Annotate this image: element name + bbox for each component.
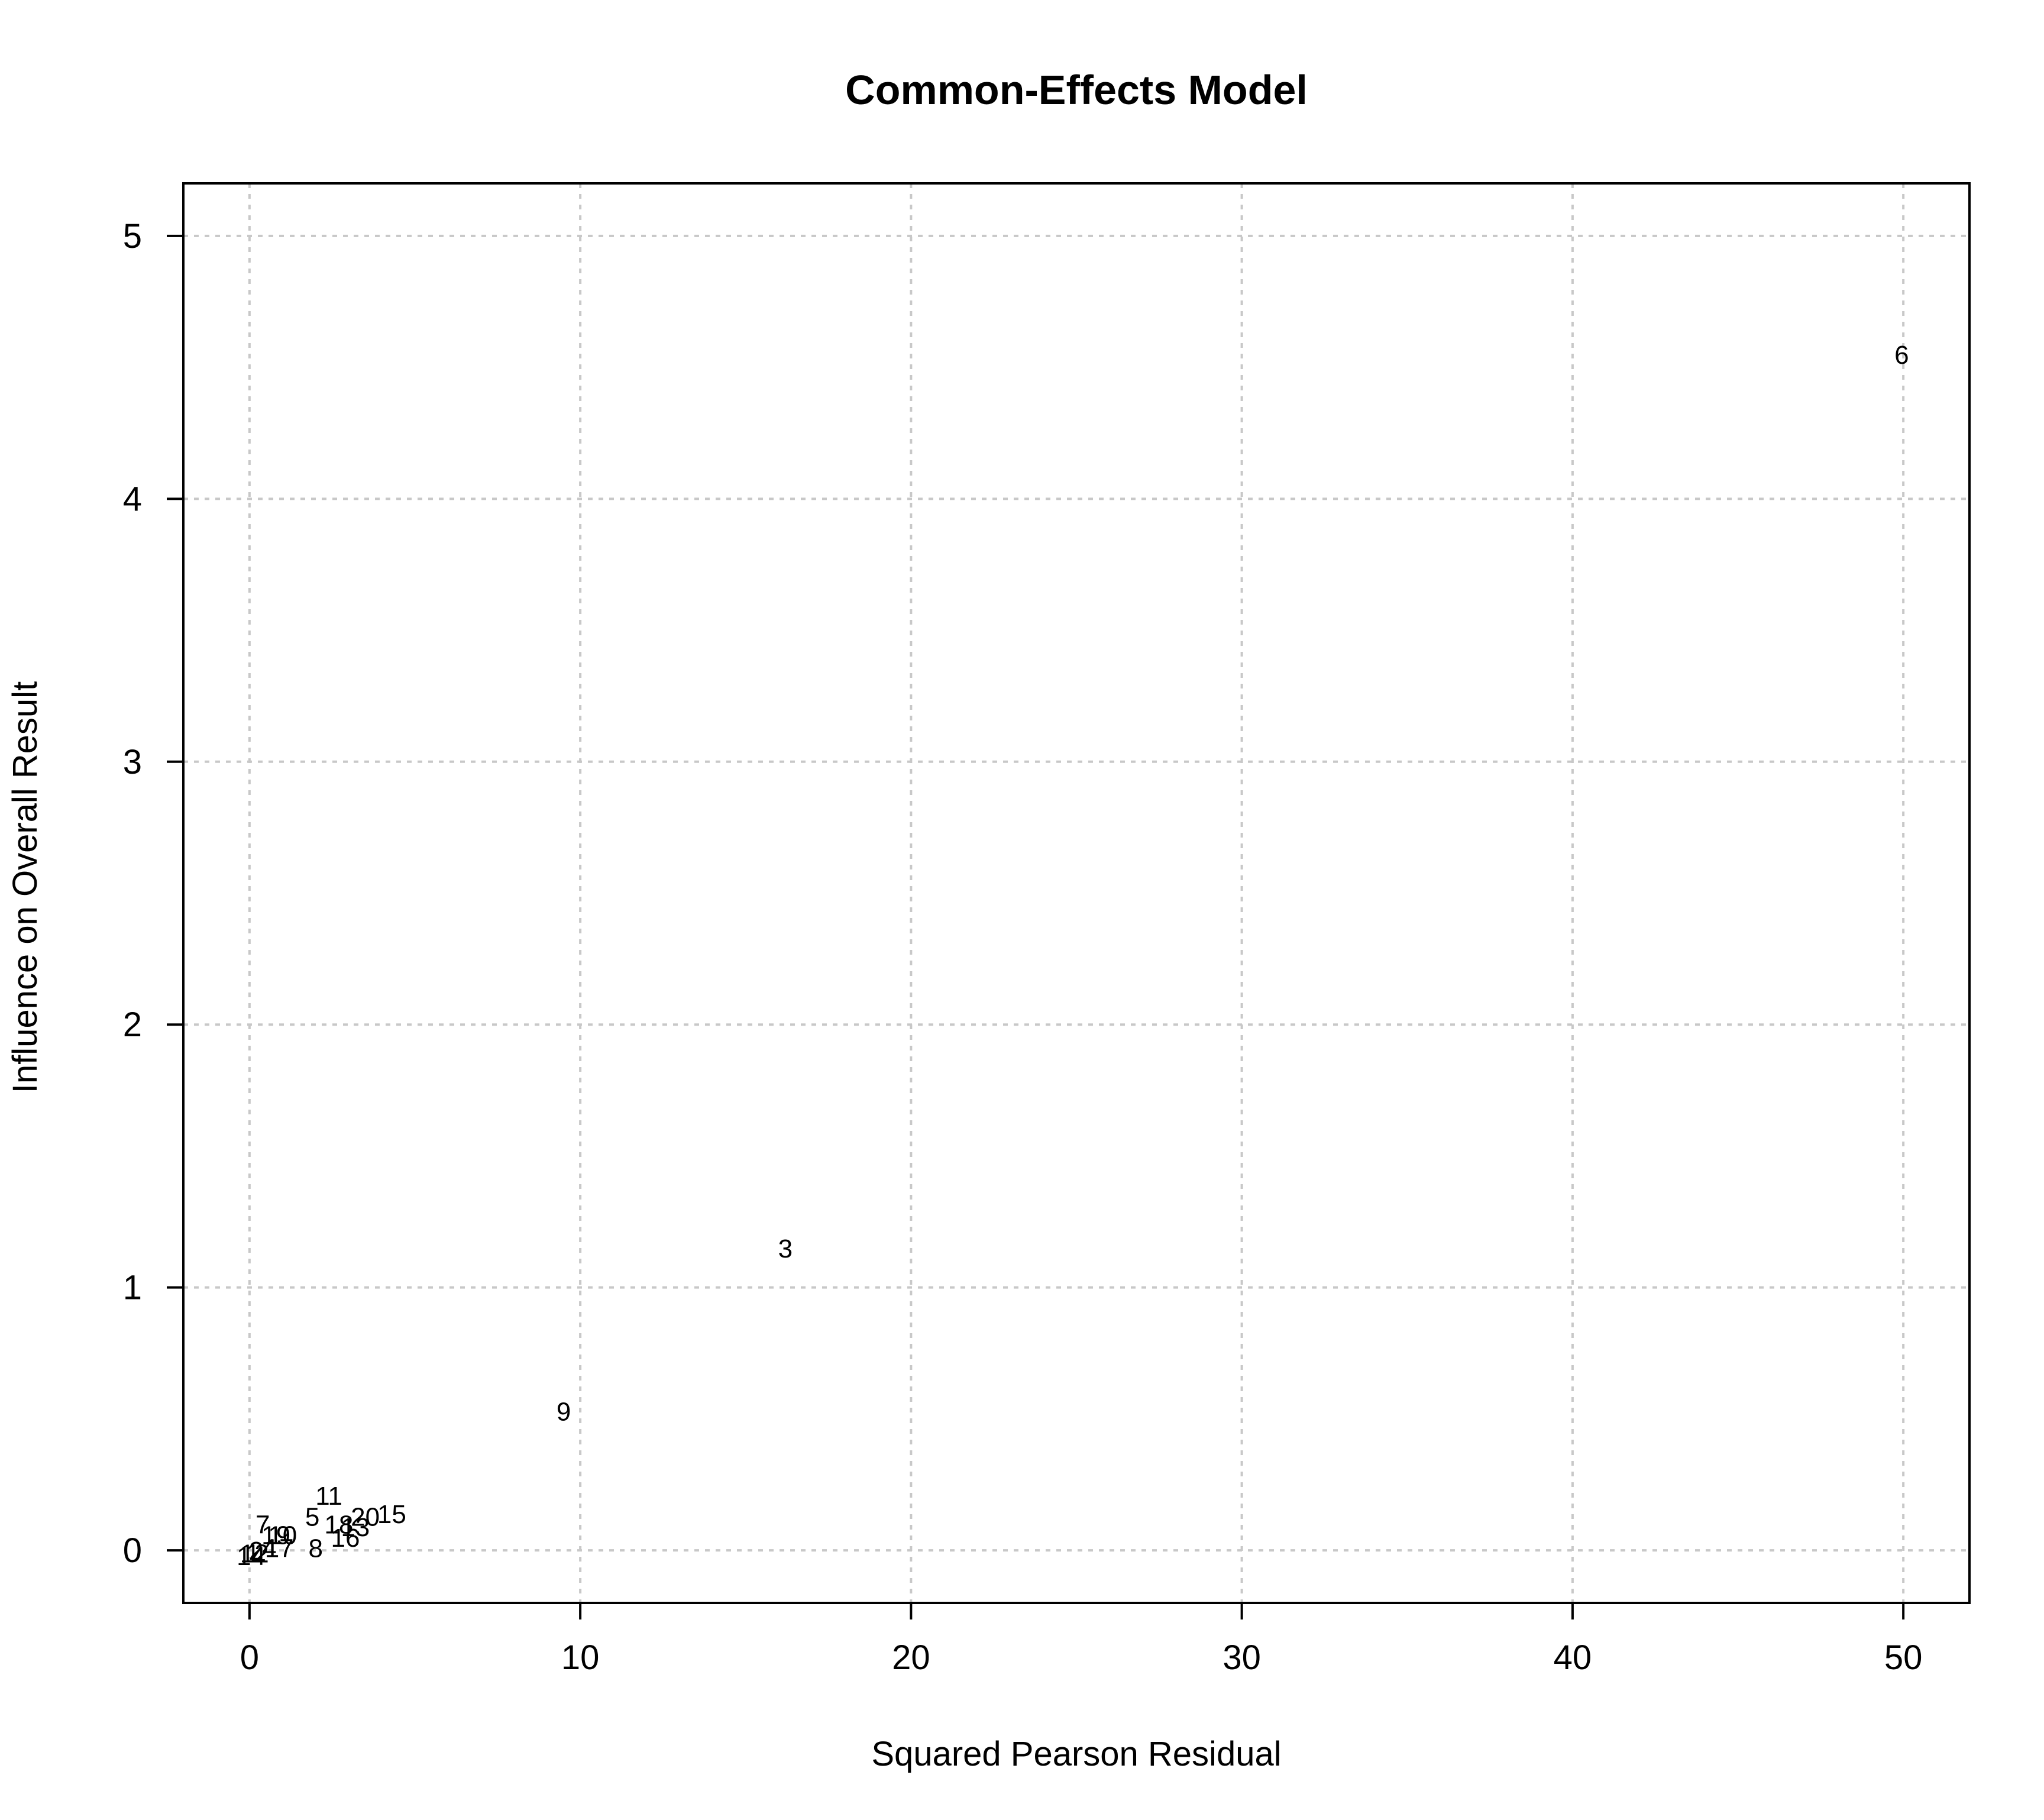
data-point-label: 16 bbox=[331, 1524, 360, 1553]
y-axis: 0 1 2 3 4 5 bbox=[123, 217, 183, 1570]
x-tick-label: 50 bbox=[1884, 1638, 1923, 1677]
data-point-label: 11 bbox=[315, 1482, 342, 1511]
data-point-label: 19 bbox=[261, 1521, 290, 1550]
y-axis-label: Influence on Overall Result bbox=[6, 681, 44, 1093]
data-point-label: 12 bbox=[240, 1540, 269, 1569]
data-point-label: 15 bbox=[377, 1500, 406, 1529]
x-tick-label: 40 bbox=[1554, 1638, 1592, 1677]
data-point-label: 18 bbox=[324, 1511, 353, 1540]
y-tick-label: 0 bbox=[123, 1531, 142, 1570]
x-axis: 0 10 20 30 40 50 bbox=[240, 1603, 1923, 1677]
data-point-label: 14 bbox=[237, 1542, 266, 1571]
y-tick-label: 1 bbox=[123, 1269, 142, 1307]
y-tick-label: 4 bbox=[123, 480, 142, 518]
data-point-label: 8 bbox=[308, 1534, 322, 1563]
y-tick-label: 2 bbox=[123, 1006, 142, 1044]
data-point-label: 6 bbox=[1894, 341, 1909, 370]
chart-title: Common-Effects Model bbox=[845, 67, 1308, 113]
data-point-label: 9 bbox=[557, 1398, 571, 1427]
x-axis-label: Squared Pearson Residual bbox=[871, 1735, 1281, 1773]
plot-frame bbox=[182, 182, 1971, 1604]
data-point-label: 2 bbox=[249, 1537, 263, 1566]
data-point-label: 3 bbox=[778, 1234, 793, 1263]
data-point-label: 17 bbox=[265, 1534, 294, 1563]
data-point-label: 4 bbox=[262, 1534, 276, 1563]
data-point-label: 13 bbox=[341, 1513, 370, 1542]
x-tick-label: 10 bbox=[561, 1638, 600, 1677]
x-tick-label: 0 bbox=[240, 1638, 259, 1677]
data-point-label: 5 bbox=[305, 1502, 319, 1531]
y-tick-label: 3 bbox=[123, 743, 142, 781]
data-point-label: 1 bbox=[245, 1540, 260, 1569]
grid-lines bbox=[183, 183, 1969, 1603]
x-tick-label: 30 bbox=[1222, 1638, 1261, 1677]
data-point-label: 7 bbox=[256, 1511, 270, 1540]
data-point-label: 20 bbox=[351, 1502, 380, 1531]
x-tick-label: 20 bbox=[892, 1638, 930, 1677]
data-point-label: 10 bbox=[268, 1521, 297, 1550]
y-tick-label: 5 bbox=[123, 217, 142, 256]
